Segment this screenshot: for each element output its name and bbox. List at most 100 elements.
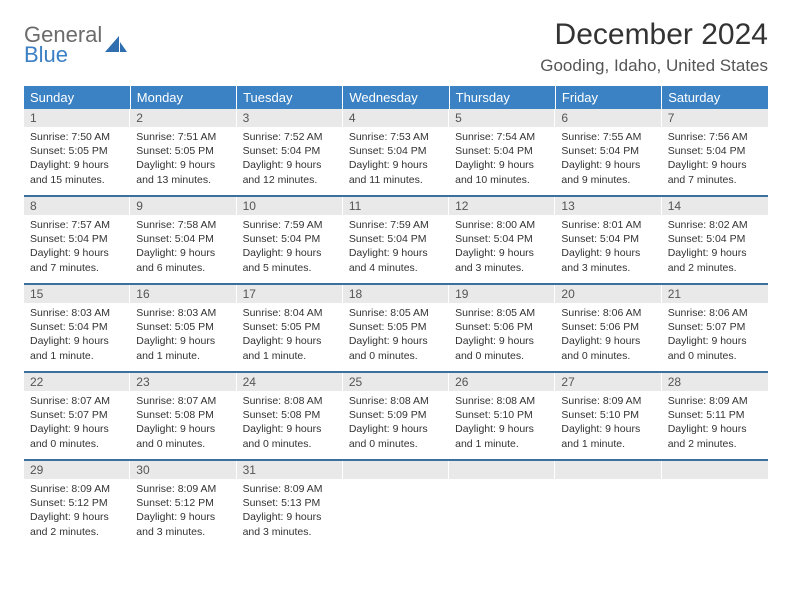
calendar-cell: 11Sunrise: 7:59 AMSunset: 5:04 PMDayligh… (343, 196, 449, 284)
sunset-line: Sunset: 5:05 PM (349, 320, 443, 334)
sunset-line: Sunset: 5:04 PM (30, 320, 124, 334)
daylight-line2: and 1 minute. (561, 437, 655, 451)
brand-text: General Blue (24, 24, 102, 66)
sunset-line: Sunset: 5:04 PM (30, 232, 124, 246)
day-details: Sunrise: 7:51 AMSunset: 5:05 PMDaylight:… (130, 127, 236, 191)
sunset-line: Sunset: 5:11 PM (668, 408, 762, 422)
day-number (449, 461, 555, 479)
daylight-line2: and 7 minutes. (30, 261, 124, 275)
sunrise-line: Sunrise: 8:04 AM (243, 306, 337, 320)
daylight-line1: Daylight: 9 hours (136, 422, 230, 436)
sunrise-line: Sunrise: 8:09 AM (243, 482, 337, 496)
day-details: Sunrise: 8:09 AMSunset: 5:11 PMDaylight:… (662, 391, 768, 455)
daylight-line2: and 7 minutes. (668, 173, 762, 187)
sunset-line: Sunset: 5:10 PM (455, 408, 549, 422)
sunrise-line: Sunrise: 7:53 AM (349, 130, 443, 144)
day-details: Sunrise: 8:08 AMSunset: 5:08 PMDaylight:… (237, 391, 343, 455)
sunrise-line: Sunrise: 8:08 AM (349, 394, 443, 408)
day-details: Sunrise: 8:02 AMSunset: 5:04 PMDaylight:… (662, 215, 768, 279)
calendar-cell: 22Sunrise: 8:07 AMSunset: 5:07 PMDayligh… (24, 372, 130, 460)
day-details: Sunrise: 8:09 AMSunset: 5:12 PMDaylight:… (24, 479, 130, 543)
sunset-line: Sunset: 5:10 PM (561, 408, 655, 422)
daylight-line1: Daylight: 9 hours (243, 334, 337, 348)
daylight-line2: and 3 minutes. (243, 525, 337, 539)
sunset-line: Sunset: 5:06 PM (561, 320, 655, 334)
day-number: 13 (555, 197, 661, 215)
calendar-cell: 29Sunrise: 8:09 AMSunset: 5:12 PMDayligh… (24, 460, 130, 547)
daylight-line2: and 3 minutes. (455, 261, 549, 275)
sunrise-line: Sunrise: 7:56 AM (668, 130, 762, 144)
day-number: 27 (555, 373, 661, 391)
day-details: Sunrise: 8:03 AMSunset: 5:04 PMDaylight:… (24, 303, 130, 367)
calendar-cell: 3Sunrise: 7:52 AMSunset: 5:04 PMDaylight… (237, 109, 343, 196)
col-tuesday: Tuesday (237, 86, 343, 109)
sunset-line: Sunset: 5:06 PM (455, 320, 549, 334)
sunrise-line: Sunrise: 7:57 AM (30, 218, 124, 232)
calendar-cell (662, 460, 768, 547)
calendar-cell: 28Sunrise: 8:09 AMSunset: 5:11 PMDayligh… (662, 372, 768, 460)
calendar-week: 22Sunrise: 8:07 AMSunset: 5:07 PMDayligh… (24, 372, 768, 460)
sunset-line: Sunset: 5:08 PM (136, 408, 230, 422)
calendar-cell: 24Sunrise: 8:08 AMSunset: 5:08 PMDayligh… (237, 372, 343, 460)
calendar-cell: 30Sunrise: 8:09 AMSunset: 5:12 PMDayligh… (130, 460, 236, 547)
col-wednesday: Wednesday (343, 86, 449, 109)
calendar-cell: 2Sunrise: 7:51 AMSunset: 5:05 PMDaylight… (130, 109, 236, 196)
sunrise-line: Sunrise: 8:09 AM (136, 482, 230, 496)
daylight-line2: and 1 minute. (243, 349, 337, 363)
sunrise-line: Sunrise: 7:58 AM (136, 218, 230, 232)
day-number (343, 461, 449, 479)
calendar-cell: 18Sunrise: 8:05 AMSunset: 5:05 PMDayligh… (343, 284, 449, 372)
day-details: Sunrise: 7:52 AMSunset: 5:04 PMDaylight:… (237, 127, 343, 191)
calendar-cell: 8Sunrise: 7:57 AMSunset: 5:04 PMDaylight… (24, 196, 130, 284)
daylight-line2: and 9 minutes. (561, 173, 655, 187)
sunrise-line: Sunrise: 8:05 AM (349, 306, 443, 320)
daylight-line1: Daylight: 9 hours (455, 158, 549, 172)
daylight-line1: Daylight: 9 hours (30, 334, 124, 348)
calendar-cell: 31Sunrise: 8:09 AMSunset: 5:13 PMDayligh… (237, 460, 343, 547)
day-details: Sunrise: 7:50 AMSunset: 5:05 PMDaylight:… (24, 127, 130, 191)
col-friday: Friday (555, 86, 661, 109)
calendar-cell: 13Sunrise: 8:01 AMSunset: 5:04 PMDayligh… (555, 196, 661, 284)
day-number: 7 (662, 109, 768, 127)
calendar-cell: 7Sunrise: 7:56 AMSunset: 5:04 PMDaylight… (662, 109, 768, 196)
day-details: Sunrise: 8:09 AMSunset: 5:12 PMDaylight:… (130, 479, 236, 543)
day-number: 22 (24, 373, 130, 391)
daylight-line2: and 6 minutes. (136, 261, 230, 275)
daylight-line1: Daylight: 9 hours (136, 246, 230, 260)
daylight-line1: Daylight: 9 hours (136, 334, 230, 348)
daylight-line2: and 0 minutes. (136, 437, 230, 451)
sunrise-line: Sunrise: 7:59 AM (243, 218, 337, 232)
daylight-line2: and 0 minutes. (455, 349, 549, 363)
sunset-line: Sunset: 5:04 PM (136, 232, 230, 246)
day-number: 2 (130, 109, 236, 127)
daylight-line2: and 1 minute. (136, 349, 230, 363)
sunrise-line: Sunrise: 7:50 AM (30, 130, 124, 144)
day-number: 17 (237, 285, 343, 303)
daylight-line1: Daylight: 9 hours (136, 158, 230, 172)
day-number: 9 (130, 197, 236, 215)
calendar-cell (343, 460, 449, 547)
brand-word2: Blue (24, 44, 102, 66)
day-details: Sunrise: 8:07 AMSunset: 5:07 PMDaylight:… (24, 391, 130, 455)
calendar-cell: 14Sunrise: 8:02 AMSunset: 5:04 PMDayligh… (662, 196, 768, 284)
day-details (449, 479, 555, 536)
sunset-line: Sunset: 5:09 PM (349, 408, 443, 422)
daylight-line1: Daylight: 9 hours (561, 246, 655, 260)
brand-logo: General Blue (24, 24, 127, 66)
calendar-cell: 12Sunrise: 8:00 AMSunset: 5:04 PMDayligh… (449, 196, 555, 284)
col-saturday: Saturday (662, 86, 768, 109)
sunset-line: Sunset: 5:05 PM (30, 144, 124, 158)
sunset-line: Sunset: 5:04 PM (243, 232, 337, 246)
day-details: Sunrise: 8:05 AMSunset: 5:05 PMDaylight:… (343, 303, 449, 367)
daylight-line1: Daylight: 9 hours (668, 246, 762, 260)
day-details (555, 479, 661, 536)
sunrise-line: Sunrise: 7:54 AM (455, 130, 549, 144)
calendar-cell (555, 460, 661, 547)
location-label: Gooding, Idaho, United States (540, 56, 768, 76)
daylight-line2: and 0 minutes. (243, 437, 337, 451)
day-number: 30 (130, 461, 236, 479)
calendar-cell: 27Sunrise: 8:09 AMSunset: 5:10 PMDayligh… (555, 372, 661, 460)
day-number: 11 (343, 197, 449, 215)
day-number: 28 (662, 373, 768, 391)
day-number: 4 (343, 109, 449, 127)
